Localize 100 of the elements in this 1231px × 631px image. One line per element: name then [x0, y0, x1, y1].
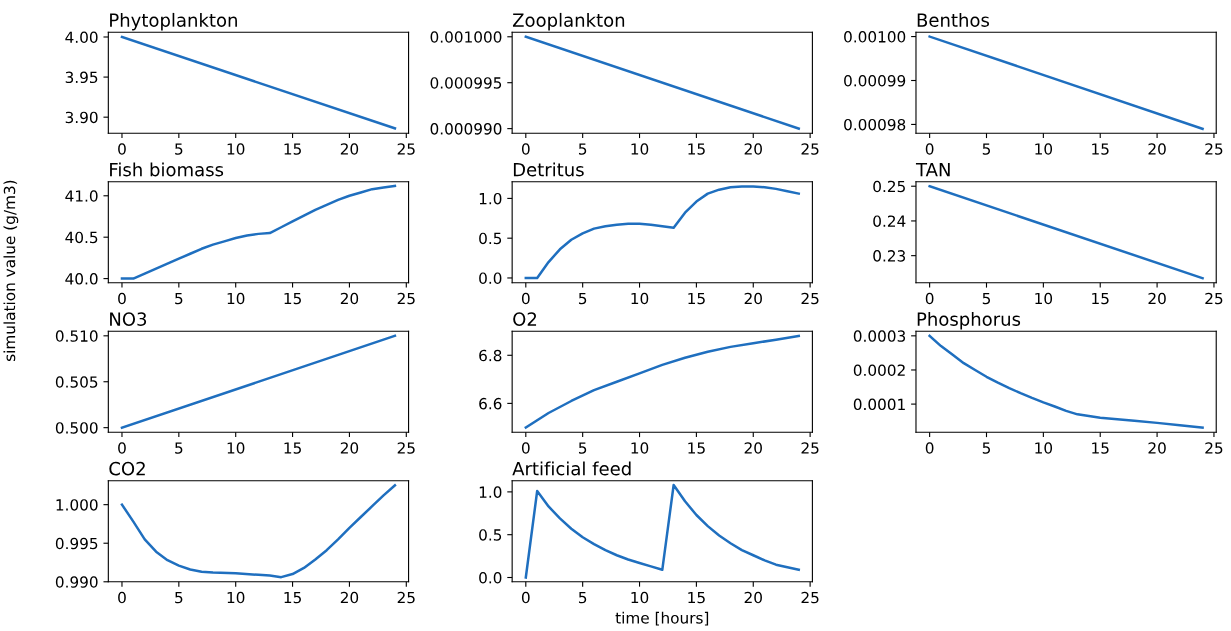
- x-tick-label: 20: [340, 442, 359, 454]
- x-tick-label: 0: [118, 591, 126, 604]
- y-tick-label: 0.25: [873, 180, 905, 193]
- y-tick-label: 1.000: [56, 499, 98, 511]
- x-tick-label: 10: [1035, 292, 1053, 305]
- line-series: [120, 484, 397, 579]
- x-tick-label: 10: [227, 292, 245, 305]
- x-tick-label: 15: [688, 442, 705, 454]
- x-tick-label: 20: [744, 292, 762, 305]
- x-tick-label: 25: [397, 292, 415, 305]
- y-tick-label: 0.5: [479, 529, 502, 541]
- y-tick-label: 0.995: [55, 537, 98, 550]
- x-tick-label: 15: [1092, 292, 1109, 305]
- x-tick-label: 20: [1148, 442, 1166, 454]
- chart-title: Phosphorus: [917, 311, 1021, 330]
- chart-title: Zooplankton: [512, 12, 625, 31]
- x-tick-label: 10: [227, 442, 245, 454]
- x-axis-title: time [hours]: [615, 611, 709, 626]
- x-tick-label: 5: [175, 591, 183, 604]
- y-tick-label: 0.505: [55, 376, 98, 388]
- x-tick-label: 20: [744, 591, 762, 604]
- x-tick-label: 0: [925, 292, 934, 305]
- x-tick-label: 15: [688, 143, 705, 155]
- line-series: [524, 185, 800, 280]
- y-tick-label: 0.500: [55, 422, 98, 434]
- line-series: [524, 483, 800, 579]
- x-tick-label: 5: [982, 143, 991, 155]
- y-tick-label: 1.0: [479, 486, 502, 498]
- y-tick-label: 0.00100: [844, 31, 906, 43]
- y-tick-label: 0.990: [55, 576, 98, 588]
- y-tick-label: 0.24: [873, 215, 906, 227]
- y-tick-label: 0.0: [479, 571, 502, 584]
- x-tick-label: 20: [1148, 292, 1166, 305]
- x-tick-label: 0: [118, 292, 126, 305]
- y-tick-label: 6.6: [479, 397, 502, 410]
- x-tick-label: 15: [688, 292, 705, 305]
- x-tick-label: 5: [175, 442, 183, 454]
- x-tick-label: 5: [578, 591, 587, 604]
- x-tick-label: 25: [397, 591, 415, 604]
- line-series: [928, 334, 1204, 429]
- x-tick-label: 15: [284, 292, 301, 305]
- x-tick-label: 15: [284, 591, 301, 604]
- x-tick-label: 20: [1148, 143, 1166, 155]
- x-tick-label: 15: [1092, 442, 1109, 454]
- chart-title: CO2: [109, 461, 145, 476]
- chart-title: O2: [513, 312, 537, 326]
- x-tick-label: 25: [801, 442, 819, 454]
- x-tick-label: 25: [397, 442, 415, 454]
- x-tick-label: 5: [578, 442, 587, 454]
- x-tick-label: 20: [340, 292, 359, 305]
- line-series: [524, 334, 800, 429]
- x-tick-label: 5: [175, 143, 183, 155]
- chart-title: NO3: [110, 312, 147, 326]
- x-tick-label: 10: [1035, 143, 1053, 155]
- y-tick-label: 0.0: [479, 272, 502, 284]
- x-tick-label: 0: [118, 143, 126, 155]
- x-tick-label: 25: [397, 143, 415, 155]
- y-axis-title: simulation value (g/m3): [3, 180, 19, 362]
- x-tick-label: 25: [801, 143, 819, 155]
- y-tick-label: 0.510: [55, 330, 98, 342]
- x-tick-label: 15: [1092, 143, 1109, 155]
- x-tick-label: 0: [521, 442, 530, 454]
- x-tick-label: 0: [521, 591, 530, 604]
- x-tick-label: 5: [578, 292, 587, 305]
- x-tick-label: 20: [340, 591, 359, 604]
- y-tick-label: 0.00099: [844, 74, 906, 87]
- x-tick-label: 5: [578, 143, 587, 155]
- x-tick-label: 10: [227, 591, 245, 604]
- y-tick-label: 3.90: [65, 111, 98, 124]
- y-tick-label: 6.8: [479, 349, 502, 362]
- chart-title: Artificial feed: [512, 461, 631, 476]
- chart-title: Fish biomass: [110, 162, 224, 177]
- y-tick-label: 0.0002: [853, 364, 905, 376]
- x-tick-label: 10: [1035, 442, 1053, 454]
- x-tick-label: 25: [801, 591, 819, 604]
- x-tick-label: 25: [801, 292, 819, 305]
- x-tick-label: 5: [982, 292, 991, 305]
- x-tick-label: 15: [284, 143, 301, 155]
- chart-title: TAN: [915, 162, 950, 177]
- y-tick-label: 0.0003: [853, 330, 906, 342]
- x-tick-label: 20: [744, 143, 762, 155]
- line-series: [120, 184, 397, 280]
- y-tick-label: 41.0: [65, 190, 98, 202]
- x-tick-label: 10: [631, 442, 649, 454]
- y-tick-label: 40.0: [65, 273, 98, 285]
- x-tick-label: 10: [227, 143, 245, 155]
- x-tick-label: 0: [521, 143, 530, 155]
- x-tick-label: 20: [744, 442, 762, 454]
- chart-title: Phytoplankton: [110, 12, 237, 31]
- y-tick-label: 0.5: [479, 232, 502, 245]
- x-tick-label: 5: [175, 292, 183, 305]
- x-tick-label: 0: [925, 143, 934, 155]
- x-tick-label: 15: [284, 442, 301, 454]
- y-tick-label: 0.000990: [430, 123, 502, 135]
- y-tick-label: 3.95: [65, 71, 98, 84]
- y-tick-label: 40.5: [65, 231, 98, 244]
- x-tick-label: 10: [631, 143, 649, 155]
- x-tick-label: 0: [118, 442, 126, 454]
- y-tick-label: 0.00098: [844, 118, 906, 131]
- x-tick-label: 20: [340, 143, 359, 155]
